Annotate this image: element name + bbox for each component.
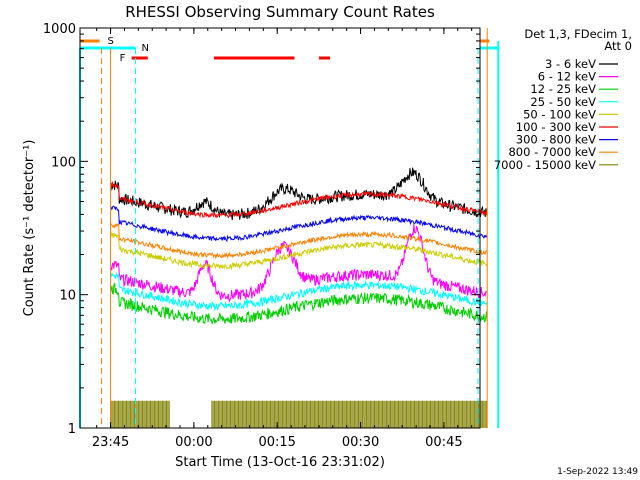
series-line-3 <box>110 271 488 312</box>
series-line-5 <box>110 180 488 219</box>
series-line-7 <box>110 222 488 260</box>
plot-frame <box>79 27 481 429</box>
x-tick-label-2: 00:15 <box>258 435 295 450</box>
legend-label-0: 3 - 6 keV <box>545 57 596 71</box>
axes: 23:45 00:00 00:15 00:30 00:45 1 10 100 1000 <box>43 22 480 450</box>
legend-header-line-1: Det 1,3, FDecim 1, <box>524 27 632 41</box>
series-line-6 <box>110 205 488 243</box>
saa-flag-label: S <box>108 36 114 47</box>
x-tick-label-4: 00:45 <box>425 435 462 450</box>
series-lines <box>110 167 488 428</box>
chart-title: RHESSI Observing Summary Count Rates <box>125 3 435 21</box>
y-axis-label: Count Rate (s⁻¹ detector⁻¹) <box>22 140 37 317</box>
legend-label-4: 50 - 100 keV <box>523 107 596 121</box>
x-tick-label-0: 23:45 <box>92 435 129 450</box>
legend-header-line-2: Att 0 <box>604 39 632 53</box>
legend-label-3: 25 - 50 keV <box>530 95 596 109</box>
legend-label-8: 7000 - 15000 keV <box>494 158 596 172</box>
series-line-0 <box>110 167 488 221</box>
series-line-1 <box>110 223 488 303</box>
series-line-2 <box>110 282 488 326</box>
x-tick-label-1: 00:00 <box>175 435 212 450</box>
series-line-4 <box>110 231 488 271</box>
legend-label-6: 300 - 800 keV <box>516 133 596 147</box>
y-tick-label-3: 1000 <box>43 22 76 37</box>
night-flag-label: N <box>142 43 149 54</box>
date-stamp: 1-Sep-2022 13:49 <box>557 467 638 477</box>
flare-flag-label: F <box>120 53 126 64</box>
x-axis-label: Start Time (13-Oct-16 23:31:02) <box>175 455 385 470</box>
legend-label-2: 12 - 25 keV <box>530 82 596 96</box>
series-line-8 <box>110 400 488 428</box>
x-tick-label-3: 00:30 <box>342 435 379 450</box>
y-tick-label-0: 1 <box>68 422 76 437</box>
legend-label-1: 6 - 12 keV <box>538 70 596 84</box>
legend-label-7: 800 - 7000 keV <box>508 145 596 159</box>
legend-label-5: 100 - 300 keV <box>516 120 596 134</box>
y-tick-label-2: 100 <box>51 155 76 170</box>
y-tick-label-1: 10 <box>59 289 76 304</box>
